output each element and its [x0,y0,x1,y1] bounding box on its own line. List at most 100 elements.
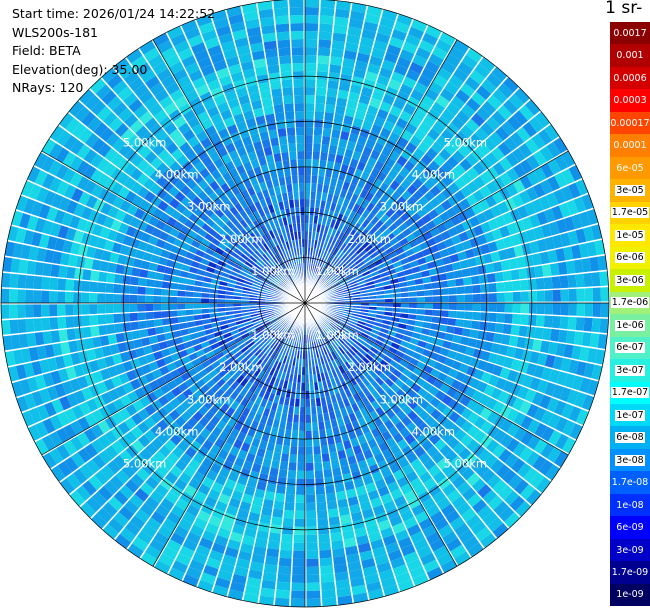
range-gate-cell [314,111,325,120]
range-gate-cell [305,159,312,168]
range-gate-cell [343,439,352,450]
range-gate-cell [493,500,509,517]
range-gate-cell [482,489,498,505]
range-gate-cell [473,368,485,381]
range-gate-cell [527,419,541,434]
range-gate-cell [434,517,449,531]
range-gate-cell [70,352,81,366]
range-gate-cell [153,303,162,311]
range-gate-cell [384,419,395,431]
range-gate-cell [367,489,380,501]
range-gate-cell [378,372,389,382]
range-gate-cell [223,332,232,339]
range-gate-cell [513,245,524,257]
range-gate-cell [383,175,394,187]
range-gate-cell [171,504,185,518]
range-gate-cell [205,522,219,535]
range-gate-cell [420,269,431,278]
range-gate-cell [229,343,238,351]
range-gate-cell [274,343,281,352]
range-gate-cell [184,446,197,459]
range-gate-cell [511,458,526,474]
range-gate-cell [227,589,244,601]
range-gate-cell [179,452,193,465]
range-gate-cell [455,371,466,383]
range-gate-cell [130,321,140,331]
range-gate-cell [327,508,339,518]
range-gate-cell [327,235,334,245]
range-gate-cell [412,367,423,377]
range-gate-cell [590,224,603,240]
range-gate-cell [464,76,481,91]
range-gate-cell [532,391,544,406]
range-gate-cell [289,446,298,455]
range-gate-cell [392,292,401,298]
range-gate-cell [340,354,348,364]
range-gate-cell [396,410,407,421]
range-gate-cell [330,228,338,238]
range-gate-cell [400,303,409,308]
range-gate-cell [425,147,439,160]
colorbar-cell: 3e-08 [610,448,650,472]
range-gate-cell [305,430,313,439]
range-ring-label: 1.00km [251,264,294,278]
range-gate-cell [272,341,279,350]
range-gate-cell [227,471,240,483]
range-gate-cell [294,398,300,407]
range-gate-cell [254,395,263,406]
range-gate-cell [343,329,352,336]
range-gate-cell [363,449,374,460]
range-gate-cell [379,271,389,278]
range-gate-cell [286,127,296,136]
range-gate-cell [281,319,289,326]
range-gate-cell [341,65,354,76]
range-gate-cell [209,393,220,405]
range-gate-cell [477,359,488,371]
range-gate-cell [461,420,474,434]
range-gate-cell [335,579,351,590]
range-gate-cell [315,341,320,350]
range-gate-cell [422,115,436,128]
range-gate-cell [315,332,320,341]
range-gate-cell [310,183,317,192]
range-gate-cell [264,450,274,460]
range-gate-cell [436,497,451,511]
range-gate-cell [367,263,377,270]
range-gate-cell [442,340,452,350]
range-gate-cell [144,496,160,511]
range-gate-cell [399,110,413,123]
range-gate-cell [365,319,375,325]
colorbar-cell: 6e-05 [610,156,650,180]
range-gate-cell [161,303,170,311]
range-gate-cell [163,355,174,365]
range-gate-cell [145,278,155,288]
range-gate-cell [151,399,163,412]
range-gate-cell [296,470,305,479]
range-gate-cell [442,406,454,419]
range-gate-cell [415,160,428,172]
range-gate-cell [332,211,339,221]
range-gate-cell [481,79,497,94]
range-gate-cell [159,365,170,376]
range-gate-cell [369,185,379,196]
range-gate-cell [573,331,584,346]
range-gate-cell [551,205,564,221]
range-gate-cell [341,363,349,373]
range-gate-cell [249,331,259,338]
range-gate-cell [556,218,568,234]
range-gate-cell [333,316,342,321]
range-gate-cell [486,411,499,425]
range-gate-cell [367,438,378,449]
range-gate-cell [427,108,441,122]
range-gate-cell [66,473,82,490]
range-gate-cell [308,223,313,232]
range-gate-cell [145,442,158,456]
range-gate-cell [169,317,179,325]
range-gate-cell [599,318,609,334]
range-gate-cell [118,372,130,385]
range-gate-cell [334,367,342,376]
range-gate-cell [77,447,92,463]
range-gate-cell [537,352,548,366]
range-gate-cell [461,104,476,118]
range-gate-cell [398,237,409,247]
